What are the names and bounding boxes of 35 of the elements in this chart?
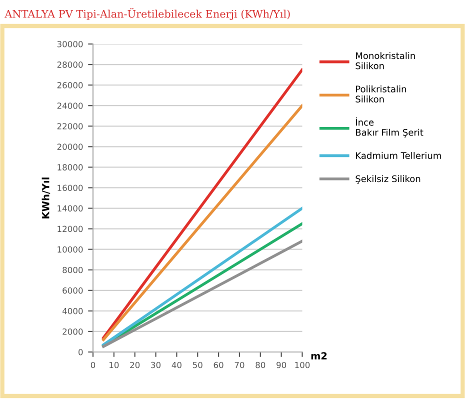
y-tick-label: 12000	[58, 226, 83, 232]
x-tick-label: 30	[151, 362, 161, 368]
y-tick-label: 0	[78, 348, 83, 356]
y-tick-label: 24000	[57, 102, 83, 109]
x-tick-label: 70	[234, 362, 244, 368]
y-axis-title: KWh/Yıl	[42, 178, 50, 218]
legend-label: Monokristalin Silikon	[356, 52, 415, 70]
x-tick-label: 50	[192, 362, 202, 368]
y-tick-label: 20000	[57, 144, 83, 150]
y-tick-label: 30000	[57, 40, 83, 48]
y-tick-label: 22000	[57, 123, 83, 130]
legend-label: Kadmium Tellerium	[356, 152, 441, 159]
legend-label: Polikristalin Silikon	[356, 85, 406, 103]
y-tick-label: 16000	[58, 184, 83, 192]
x-tick-label: 0	[90, 362, 96, 368]
y-tick-label: 26000	[57, 82, 83, 88]
y-tick-label: 28000	[57, 62, 83, 68]
legend-label: Şekilsiz Silikon	[356, 175, 420, 184]
x-tick-label: 10	[110, 362, 119, 368]
x-tick-label: 20	[130, 362, 140, 368]
y-tick-label: 4000	[62, 308, 83, 314]
y-tick-label: 18000	[58, 164, 83, 170]
chart-title: ANTALYA PV Tipi-Alan-Üretilebilecek Enerji (KWh/Yıl)	[4, 8, 290, 20]
y-tick-label: 10000	[58, 246, 83, 253]
y-tick-label: 6000	[62, 287, 83, 294]
x-tick-label: 90	[276, 362, 286, 368]
legend-label: İnce Bakır Film Şerit	[356, 117, 424, 138]
x-tick-label: 40	[172, 362, 182, 368]
y-tick-label: 14000	[58, 205, 83, 212]
x-tick-label: 100	[295, 362, 310, 368]
x-tick-label: 60	[214, 362, 224, 368]
y-tick-label: 2000	[62, 328, 83, 335]
x-tick-label: 80	[256, 362, 266, 368]
y-tick-label: 8000	[62, 266, 83, 274]
x-axis-title: m2	[311, 352, 327, 360]
